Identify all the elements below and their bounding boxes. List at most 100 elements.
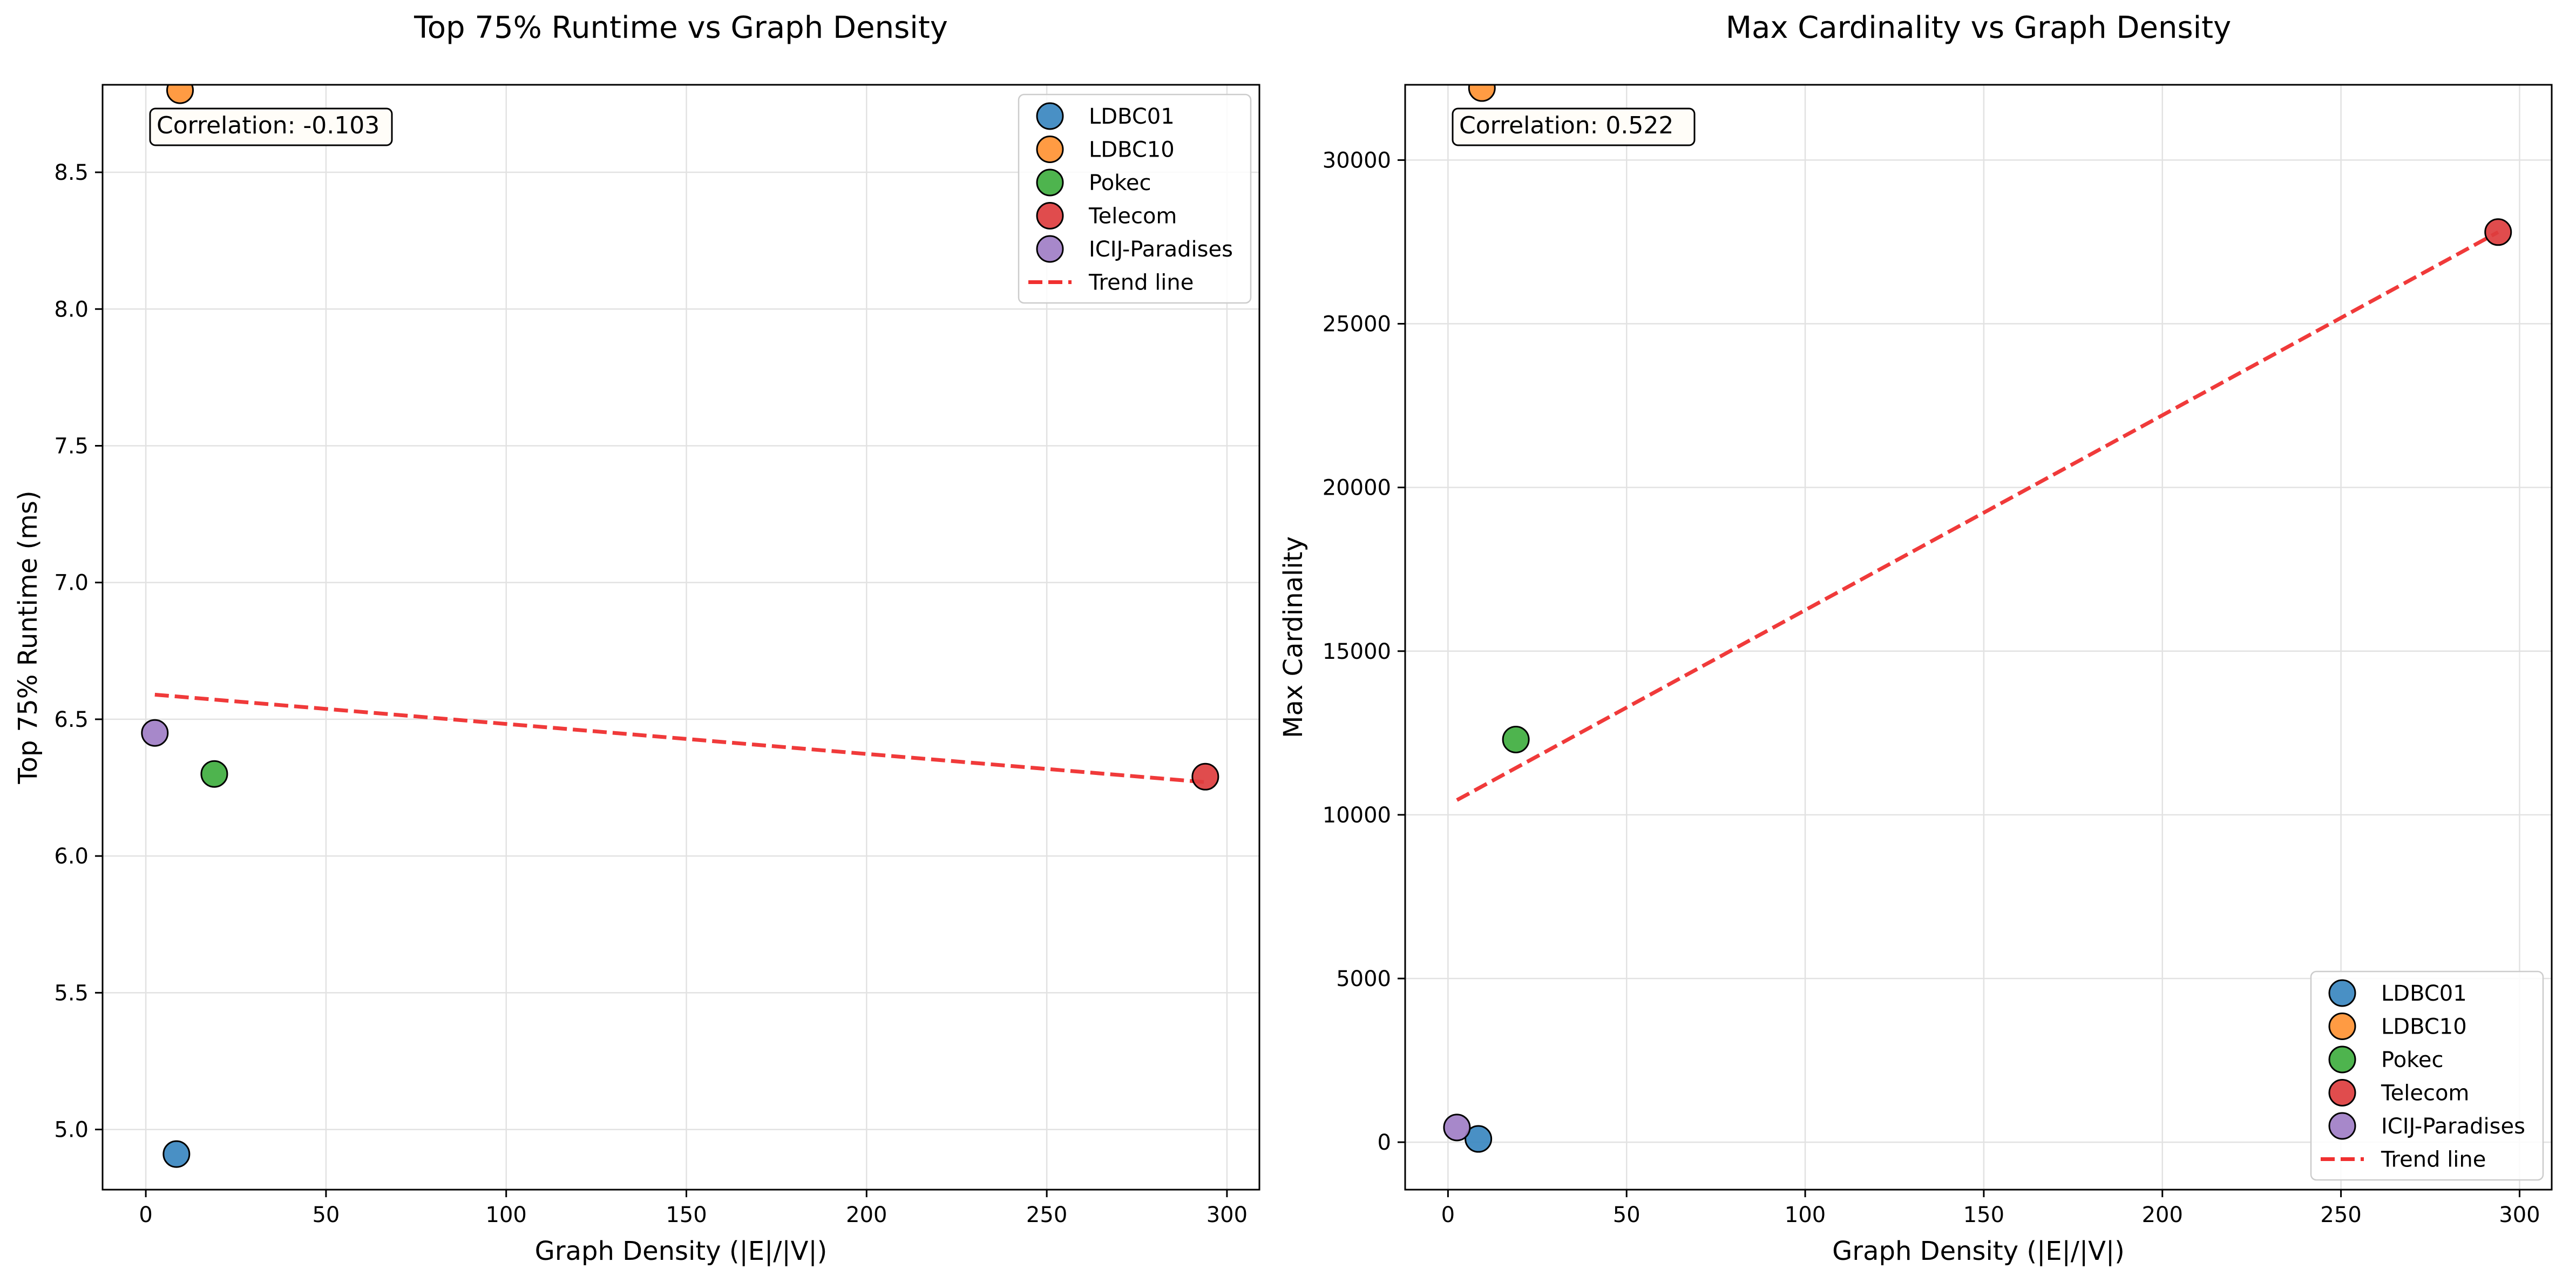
y-tick-label: 15000 xyxy=(1323,639,1391,664)
x-axis-label: Graph Density (|E|/|V|) xyxy=(1832,1236,2125,1266)
axes-frame xyxy=(101,84,1260,1191)
x-tick-label: 250 xyxy=(2320,1203,2361,1227)
legend-label: ICIJ-Paradises xyxy=(2381,1114,2525,1139)
legend-frame xyxy=(1018,93,1252,304)
data-point-telecom xyxy=(2484,218,2512,246)
subplot-1: 0 50 100 150 200 250 300 5.0 5.5 6.0 6.5 7.0 7.5 8.0 8… xyxy=(13,10,1260,1266)
y-tick-label: 5.0 xyxy=(54,1118,89,1143)
legend-label: Trend line xyxy=(2381,1148,2486,1172)
legend-label: LDBC10 xyxy=(1089,138,1175,163)
legend-marker xyxy=(2328,979,2356,1007)
legend-label: LDBC10 xyxy=(2381,1015,2467,1040)
y-tick-label: 10000 xyxy=(1323,803,1391,828)
legend-item: Telecom xyxy=(2328,1079,2469,1106)
chart-title: Top 75% Runtime vs Graph Density xyxy=(413,10,948,45)
trend-line xyxy=(154,692,1206,784)
legend-marker xyxy=(2328,1013,2356,1040)
chart-title: Max Cardinality vs Graph Density xyxy=(1726,10,2232,45)
y-tick-label: 8.5 xyxy=(54,160,89,185)
legend-item: Telecom xyxy=(1036,202,1177,230)
legend-label: Pokec xyxy=(1089,171,1151,195)
grid xyxy=(1405,85,2552,1190)
y-tick-label: 25000 xyxy=(1323,312,1391,337)
data-point-ldbc01 xyxy=(162,1140,191,1168)
y-tick-label: 30000 xyxy=(1323,148,1391,173)
x-tick-label: 250 xyxy=(1026,1203,1067,1227)
y-tick-label: 6.5 xyxy=(54,707,89,732)
legend-item: Trend line xyxy=(2321,1148,2486,1172)
data-point-icij-paradises xyxy=(1443,1114,1471,1142)
legend-marker xyxy=(1036,235,1064,263)
data-point-pokec xyxy=(200,760,228,788)
x-axis-label: Graph Density (|E|/|V|) xyxy=(535,1236,828,1266)
legend-item: LDBC01 xyxy=(1036,102,1175,130)
correlation-annotation: Correlation: -0.103 xyxy=(157,112,379,139)
legend-frame xyxy=(2310,970,2544,1181)
x-tick-label: 50 xyxy=(1613,1203,1640,1227)
y-tick-label: 20000 xyxy=(1323,476,1391,501)
axes-frame xyxy=(1404,84,2553,1191)
legend-label: Telecom xyxy=(2381,1081,2469,1106)
y-tick-label: 8.0 xyxy=(54,297,89,322)
ticks: 0 50 100 150 200 250 300 5.0 5.5 6.0 6.5 7.0 7.5 8.0 8… xyxy=(54,160,1248,1227)
y-tick-label: 6.0 xyxy=(54,844,89,869)
legend-item: Pokec xyxy=(1036,168,1151,197)
x-tick-label: 0 xyxy=(139,1203,152,1227)
data-point-pokec xyxy=(1502,725,1530,753)
plot-area xyxy=(141,85,1219,1168)
correlation-box xyxy=(1452,107,1696,146)
x-tick-label: 200 xyxy=(2142,1203,2183,1227)
y-axis-label: Max Cardinality xyxy=(1278,536,1309,738)
y-tick-label: 5.5 xyxy=(54,981,89,1006)
y-tick-label: 5000 xyxy=(1336,967,1391,991)
legend-marker xyxy=(1036,168,1064,197)
legend-item: LDBC01 xyxy=(2328,979,2467,1007)
legend-label: ICIJ-Paradises xyxy=(1089,237,1233,262)
correlation-annotation: Correlation: 0.522 xyxy=(1459,112,1673,139)
x-tick-label: 300 xyxy=(1206,1203,1248,1227)
ticks: 0 50 100 150 200 250 300 0 5000 10000 15000 20000 25… xyxy=(1323,148,2540,1227)
data-point-ldbc01 xyxy=(1465,1125,1493,1153)
y-tick-label: 0 xyxy=(1378,1130,1391,1155)
x-tick-label: 200 xyxy=(846,1203,887,1227)
legend-marker xyxy=(2328,1079,2356,1106)
legend: LDBC01 LDBC10 Pokec Telecom ICIJ-Paradises Tr… xyxy=(1018,93,1252,304)
legend-marker xyxy=(1036,136,1064,163)
correlation-box xyxy=(149,107,393,146)
legend-item: Pokec xyxy=(2328,1045,2444,1074)
y-tick-label: 7.5 xyxy=(54,434,89,458)
data-point-telecom xyxy=(1191,763,1219,791)
plot-area xyxy=(1443,85,2512,1153)
x-tick-label: 150 xyxy=(666,1203,707,1227)
x-tick-label: 100 xyxy=(1785,1203,1826,1227)
legend-label: LDBC01 xyxy=(2381,981,2467,1006)
x-tick-label: 0 xyxy=(1441,1203,1455,1227)
legend-item: Trend line xyxy=(1028,271,1194,295)
legend-marker xyxy=(1036,102,1064,130)
data-point-icij-paradises xyxy=(141,719,169,747)
legend-label: Pokec xyxy=(2381,1048,2444,1072)
legend-marker xyxy=(2328,1112,2356,1140)
legend-item: LDBC10 xyxy=(2328,1013,2467,1040)
y-tick-label: 7.0 xyxy=(54,571,89,596)
data-point-ldbc10 xyxy=(166,85,194,104)
legend-marker xyxy=(2328,1045,2356,1074)
x-tick-label: 150 xyxy=(1963,1203,2004,1227)
legend-item: ICIJ-Paradises xyxy=(1036,235,1233,263)
data-point-ldbc10 xyxy=(1468,85,1496,102)
y-axis-label: Top 75% Runtime (ms) xyxy=(13,490,43,784)
subplot-2: 0 50 100 150 200 250 300 0 5000 10000 15000 20000 25… xyxy=(1278,10,2553,1266)
x-tick-label: 100 xyxy=(486,1203,527,1227)
trend-line xyxy=(1456,230,2499,802)
x-tick-label: 50 xyxy=(312,1203,340,1227)
legend-item: LDBC10 xyxy=(1036,136,1175,163)
legend-label: Telecom xyxy=(1088,204,1177,229)
legend-label: LDBC01 xyxy=(1089,104,1175,129)
legend-item: ICIJ-Paradises xyxy=(2328,1112,2525,1140)
legend-label: Trend line xyxy=(1088,271,1194,295)
legend-marker xyxy=(1036,202,1064,230)
legend: LDBC01 LDBC10 Pokec Telecom ICIJ-Paradises Tr… xyxy=(2310,970,2544,1181)
x-tick-label: 300 xyxy=(2499,1203,2540,1227)
